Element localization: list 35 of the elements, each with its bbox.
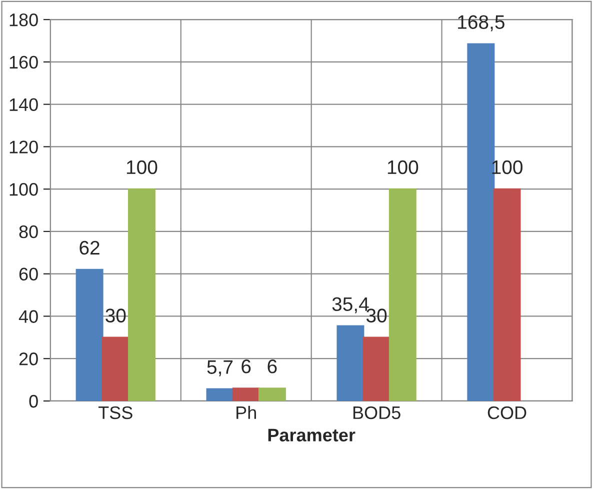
x-tick-label: Ph <box>236 406 256 419</box>
data-label: 35,4 <box>332 297 369 314</box>
data-label: 30 <box>106 308 126 322</box>
y-tick-label: 0 <box>29 394 38 408</box>
bar <box>336 325 364 401</box>
y-tick-label: 20 <box>19 352 38 366</box>
x-tick-label: TSS <box>98 406 132 420</box>
bar <box>362 336 390 401</box>
data-label: 30 <box>366 308 387 322</box>
y-tick-label: 140 <box>10 98 38 112</box>
bar <box>388 188 416 401</box>
y-tick-label: 180 <box>10 13 38 26</box>
y-tick-label: 60 <box>19 268 38 281</box>
bar <box>493 188 521 401</box>
bar <box>102 336 130 401</box>
data-label: 6 <box>242 360 251 374</box>
data-label: 168,5 <box>458 15 504 32</box>
x-tick-label: COD <box>488 406 526 420</box>
data-label: 100 <box>388 160 418 174</box>
y-tick-label: 160 <box>10 56 38 69</box>
bar <box>232 388 260 401</box>
y-tick-label: 100 <box>10 183 38 196</box>
data-label: 5,7 <box>207 360 233 376</box>
y-tick-label: 80 <box>19 225 38 238</box>
data-label: 100 <box>126 160 158 174</box>
data-label: 62 <box>80 240 100 255</box>
x-tick-label: BOD5 <box>353 406 400 420</box>
bar <box>128 188 156 401</box>
x-axis-title: Parameter <box>268 428 356 442</box>
y-tick-label: 120 <box>10 140 38 154</box>
bar <box>206 388 234 401</box>
bar <box>258 388 286 401</box>
data-label: 6 <box>268 360 277 374</box>
y-tick-label: 40 <box>18 310 38 323</box>
bar <box>76 268 104 401</box>
